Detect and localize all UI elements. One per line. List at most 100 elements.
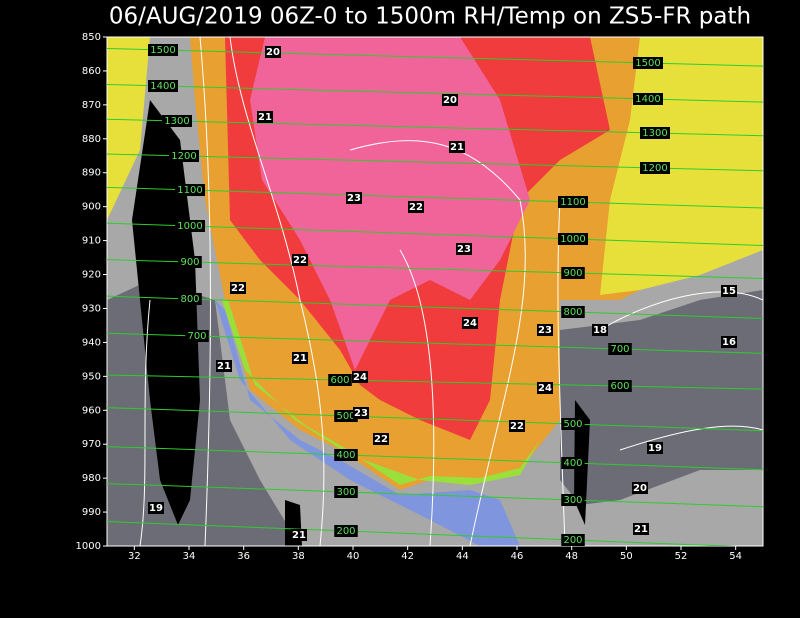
temp-label: 21 xyxy=(292,530,306,541)
height-label: 1500 xyxy=(150,45,175,56)
temp-label-box xyxy=(592,324,608,336)
height-label-box xyxy=(608,380,632,392)
temp-label-box xyxy=(292,352,308,364)
x-tick-label: 34 xyxy=(183,551,196,562)
temp-label-box xyxy=(721,285,737,297)
temp-label-box xyxy=(292,254,308,266)
y-tick-label: 980 xyxy=(82,473,101,484)
height-label: 1000 xyxy=(560,234,585,245)
rh-pink xyxy=(250,37,530,370)
height-label: 1000 xyxy=(177,221,202,232)
temp-label: 22 xyxy=(374,434,388,445)
height-label: 1400 xyxy=(150,81,175,92)
temp-label-box xyxy=(633,523,649,535)
height-label: 600 xyxy=(330,375,349,386)
x-tick-label: 48 xyxy=(565,551,578,562)
temp-line xyxy=(349,140,526,546)
height-label: 1400 xyxy=(635,94,660,105)
temp-label-box xyxy=(721,336,737,348)
height-label: 400 xyxy=(563,458,582,469)
temp-label: 21 xyxy=(293,353,307,364)
y-tick-label: 890 xyxy=(82,168,101,179)
height-label-box xyxy=(334,449,358,461)
height-label-box xyxy=(561,306,585,318)
height-label-box xyxy=(178,293,202,305)
y-tick-label: 990 xyxy=(82,507,101,518)
y-tick-label: 860 xyxy=(82,66,101,77)
x-tick-label: 46 xyxy=(511,551,524,562)
temp-label: 23 xyxy=(354,408,368,419)
temp-label: 20 xyxy=(443,95,457,106)
height-label-box xyxy=(175,220,205,232)
height-line xyxy=(107,446,763,471)
x-tick-label: 44 xyxy=(456,551,469,562)
temp-label-box xyxy=(148,502,164,514)
height-label: 400 xyxy=(336,450,355,461)
height-label-box xyxy=(558,196,588,208)
height-label: 1100 xyxy=(560,197,585,208)
temp-label: 24 xyxy=(353,372,367,383)
temp-label-box xyxy=(291,529,307,541)
height-label-box xyxy=(175,184,205,196)
temp-label-box xyxy=(408,201,424,213)
y-tick-label: 870 xyxy=(82,100,101,111)
height-label: 1300 xyxy=(642,128,667,139)
height-label-box xyxy=(328,374,352,386)
temp-line xyxy=(139,299,151,546)
height-label-box xyxy=(178,256,202,268)
height-label-box xyxy=(185,330,209,342)
height-label: 1200 xyxy=(642,163,667,174)
y-tick-label: 930 xyxy=(82,303,101,314)
height-label: 700 xyxy=(187,331,206,342)
temp-label: 23 xyxy=(457,244,471,255)
temp-label-box xyxy=(462,317,478,329)
x-tick-label: 42 xyxy=(401,551,414,562)
x-tick-label: 32 xyxy=(128,551,141,562)
height-label: 1200 xyxy=(171,151,196,162)
height-label-box xyxy=(561,457,585,469)
temp-label: 22 xyxy=(231,283,245,294)
temp-label: 24 xyxy=(463,318,477,329)
height-label-box xyxy=(334,486,358,498)
x-tick-label: 52 xyxy=(675,551,688,562)
rh-blue xyxy=(215,300,520,546)
height-line xyxy=(107,407,763,432)
height-line xyxy=(107,332,763,354)
height-label: 200 xyxy=(563,535,582,546)
y-tick-label: 910 xyxy=(82,236,101,247)
rh-yellow xyxy=(107,37,150,220)
height-label-box xyxy=(334,525,358,537)
temp-label: 22 xyxy=(293,255,307,266)
height-label: 1500 xyxy=(635,58,660,69)
y-tick-label: 950 xyxy=(82,371,101,382)
temp-label: 22 xyxy=(409,202,423,213)
temp-label-box xyxy=(509,420,525,432)
height-label-box xyxy=(148,44,178,56)
temp-label-box xyxy=(352,371,368,383)
height-label-box xyxy=(633,57,663,69)
y-tick-label: 1000 xyxy=(76,541,101,552)
height-label: 500 xyxy=(336,411,355,422)
height-label: 900 xyxy=(180,257,199,268)
temp-label-box xyxy=(456,243,472,255)
y-tick-label: 960 xyxy=(82,405,101,416)
y-tick-label: 850 xyxy=(82,32,101,43)
temp-label-box xyxy=(353,407,369,419)
temp-label: 24 xyxy=(538,383,552,394)
y-tick-label: 970 xyxy=(82,439,101,450)
x-tick-label: 50 xyxy=(620,551,633,562)
height-label-box xyxy=(561,267,585,279)
temp-label: 21 xyxy=(634,524,648,535)
height-line xyxy=(107,259,763,279)
height-label-box xyxy=(608,343,632,355)
y-tick-label: 940 xyxy=(82,337,101,348)
rh-black xyxy=(132,100,200,525)
temp-label-box xyxy=(442,94,458,106)
height-label-box xyxy=(561,534,585,546)
height-line xyxy=(107,374,763,390)
height-label: 800 xyxy=(180,294,199,305)
temp-label-box xyxy=(230,282,246,294)
temp-label-box xyxy=(265,46,281,58)
